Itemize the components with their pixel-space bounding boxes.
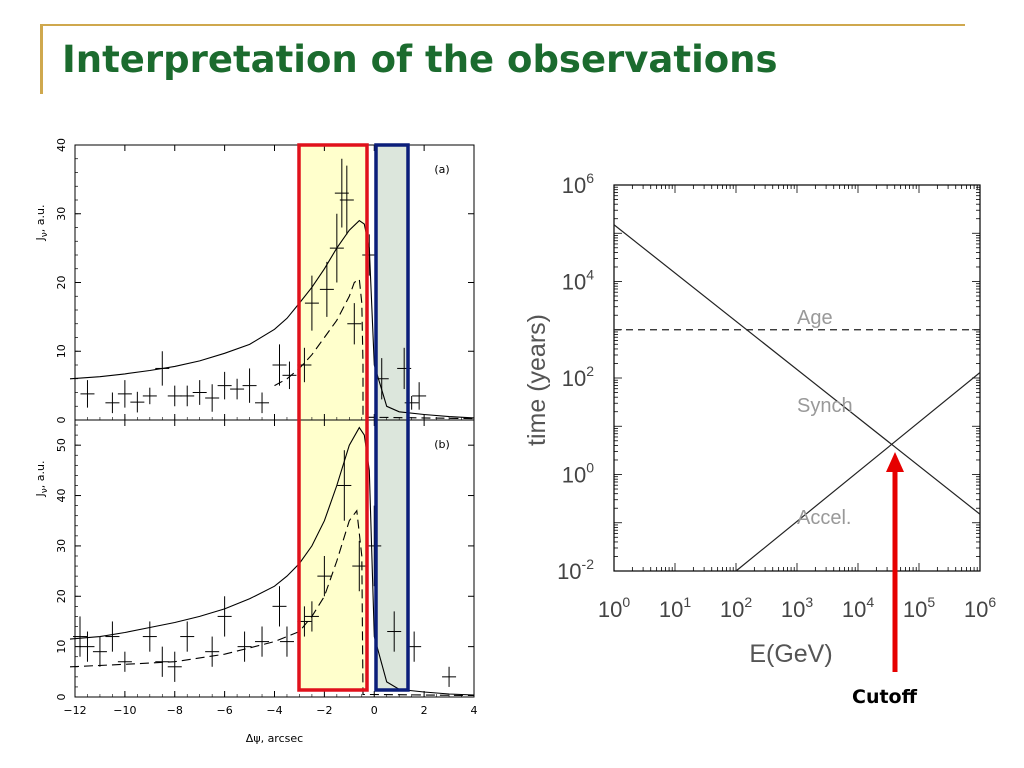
x-tick-label: 2 (421, 704, 428, 717)
model-curve-solid (69, 219, 475, 419)
panel-label: (b) (434, 438, 450, 451)
cutoff-arrow-head (886, 452, 904, 472)
y-tick-label: 30 (55, 539, 68, 553)
slide-title: Interpretation of the observations (62, 38, 778, 81)
y-tick-label: 10 (55, 344, 68, 358)
y-tick-label: 20 (55, 589, 68, 603)
y-tick-label: 10 (55, 640, 68, 654)
cutoff-label: Cutoff (852, 686, 917, 708)
x-tick-label: −10 (113, 704, 136, 717)
highlight-region-red-outline (297, 143, 369, 692)
panel-label: (a) (434, 163, 449, 176)
y-tick-label: 30 (55, 207, 68, 221)
y-tick-label: 102 (562, 363, 594, 391)
highlight-region-blue-outline (374, 143, 410, 692)
y-tick-label: 0 (55, 417, 68, 424)
title-rule-vertical (40, 26, 43, 94)
x-tick-label: 101 (659, 594, 691, 622)
y-tick-label: 100 (562, 460, 594, 488)
series-label-accel: Accel. (797, 507, 851, 529)
y-tick-label: 20 (55, 276, 68, 290)
y-tick-label: 106 (562, 170, 594, 198)
x-axis-label: E(GeV) (749, 640, 832, 668)
y-tick-label: 40 (55, 489, 68, 503)
highlight-region-yellow-fill (299, 145, 367, 690)
model-curve-dashed (274, 278, 475, 420)
x-tick-label: 100 (598, 594, 630, 622)
x-tick-label: 102 (720, 594, 752, 622)
x-tick-label: −2 (316, 704, 332, 717)
timescale-chart: 100 101 102 103 104 105 10610-2100102104106E(G… (523, 170, 996, 668)
x-tick-label: −6 (217, 704, 233, 717)
title-rule-horizontal (40, 24, 965, 26)
x-tick-label: 4 (471, 704, 478, 717)
series-label-synch: Synch (797, 395, 853, 417)
panel-b: 0 10 20 30 40 50 (b) Jν, a.u. (34, 419, 475, 701)
x-tick-label: 0 (371, 704, 378, 717)
x-tick-label: 104 (842, 594, 874, 622)
series-label-age: Age (797, 307, 833, 329)
y-axis-label: Jν, a.u. (34, 461, 50, 498)
model-curve-dashed (69, 509, 475, 697)
y-tick-label: 0 (55, 694, 68, 701)
x-axis-label: Δψ, arcsec (246, 732, 303, 745)
series-line-accel (735, 372, 981, 572)
y-axis-label: time (years) (523, 314, 551, 446)
x-tick-label: −4 (266, 704, 282, 717)
y-tick-label: 104 (562, 267, 594, 295)
model-curve-solid (69, 426, 475, 696)
y-tick-label: 40 (55, 138, 68, 152)
x-tick-label: −12 (63, 704, 86, 717)
x-tick-label: 105 (903, 594, 935, 622)
y-tick-label: 10-2 (557, 556, 594, 584)
y-axis-label: Jν, a.u. (34, 205, 50, 242)
x-tick-label: −8 (167, 704, 183, 717)
x-tick-label: 106 (964, 594, 996, 622)
x-tick-label: 103 (781, 594, 813, 622)
panel-frame (74, 144, 475, 421)
series-line-synch (613, 224, 981, 515)
y-tick-label: 50 (55, 438, 68, 452)
panel-a: 0 10 20 30 40 (a) Jν, a.u. (34, 138, 475, 424)
